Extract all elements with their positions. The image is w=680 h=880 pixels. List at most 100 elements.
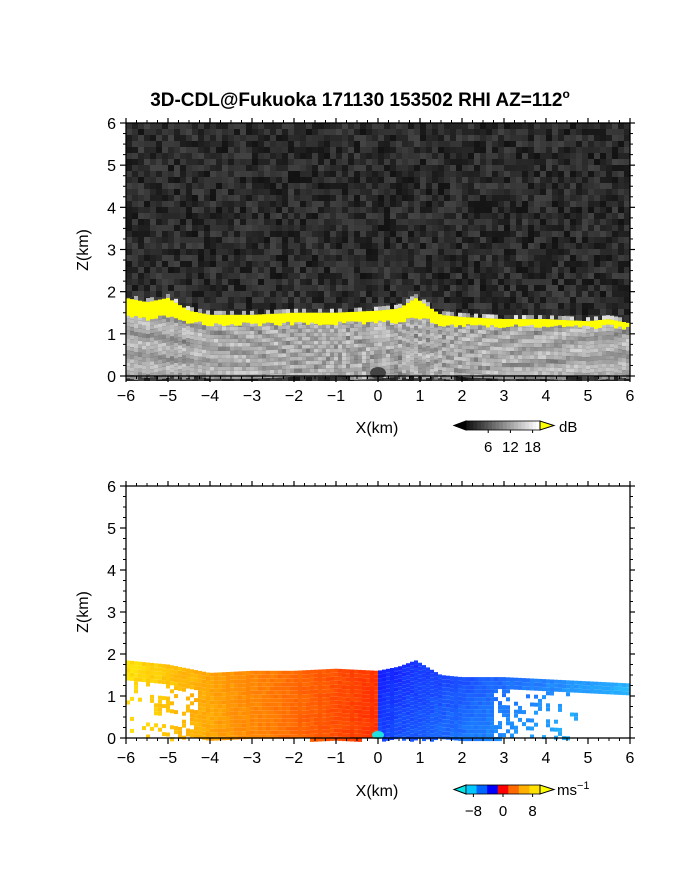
reflectivity-cell — [202, 361, 206, 366]
noise-cell — [342, 273, 348, 279]
noise-cell — [438, 237, 444, 243]
noise-cell — [324, 129, 330, 135]
noise-cell — [396, 189, 402, 195]
reflectivity-cell — [282, 353, 286, 358]
noise-cell — [420, 285, 426, 291]
reflectivity-cell — [130, 327, 134, 332]
noise-cell — [390, 279, 396, 285]
noise-cell — [432, 183, 438, 189]
noise-cell — [612, 279, 618, 285]
noise-cell — [474, 273, 480, 279]
noise-cell — [318, 171, 324, 177]
noise-cell — [468, 201, 474, 207]
noise-cell — [444, 147, 450, 153]
reflectivity-cell — [334, 372, 338, 377]
reflectivity-cell — [274, 341, 278, 346]
reflectivity-cell — [258, 342, 262, 347]
noise-cell — [468, 297, 474, 303]
noise-cell — [618, 207, 624, 213]
reflectivity-cell — [346, 320, 350, 325]
reflectivity-cell — [290, 368, 294, 373]
reflectivity-cell — [198, 356, 202, 361]
noise-cell — [234, 201, 240, 207]
reflectivity-cell — [246, 354, 250, 359]
noise-cell — [588, 141, 594, 147]
noise-cell — [174, 255, 180, 261]
noise-cell — [246, 219, 252, 225]
chart-title: 3D-CDL@Fukuoka 171130 153502 RHI AZ=112o — [150, 87, 570, 111]
noise-cell — [582, 213, 588, 219]
noise-cell — [174, 183, 180, 189]
noise-cell — [354, 147, 360, 153]
reflectivity-cell — [314, 336, 318, 341]
noise-cell — [252, 207, 258, 213]
noise-cell — [168, 129, 174, 135]
noise-cell — [534, 153, 540, 159]
noise-cell — [474, 267, 480, 273]
noise-cell — [366, 177, 372, 183]
noise-cell — [126, 189, 132, 195]
noise-cell — [444, 285, 450, 291]
noise-cell — [144, 129, 150, 135]
noise-cell — [576, 243, 582, 249]
reflectivity-cell — [286, 325, 290, 330]
noise-cell — [228, 249, 234, 255]
noise-cell — [270, 219, 276, 225]
noise-cell — [552, 261, 558, 267]
noise-cell — [522, 129, 528, 135]
reflectivity-cell — [130, 339, 134, 344]
noise-cell — [618, 159, 624, 165]
noise-cell — [576, 297, 582, 303]
noise-cell — [162, 249, 168, 255]
reflectivity-cell — [214, 354, 218, 359]
reflectivity-cell — [422, 331, 426, 336]
noise-cell — [222, 297, 228, 303]
noise-cell — [366, 267, 372, 273]
reflectivity-cell — [354, 359, 358, 364]
noise-cell — [558, 279, 564, 285]
noise-cell — [282, 141, 288, 147]
reflectivity-cell — [390, 337, 394, 342]
noise-cell — [468, 279, 474, 285]
noise-cell — [504, 147, 510, 153]
noise-cell — [126, 129, 132, 135]
noise-cell — [258, 123, 264, 129]
reflectivity-cell — [278, 349, 282, 354]
noise-cell — [228, 303, 234, 309]
reflectivity-cell — [158, 327, 162, 332]
noise-cell — [612, 285, 618, 291]
noise-cell — [474, 141, 480, 147]
noise-cell — [522, 243, 528, 249]
noise-cell — [486, 273, 492, 279]
noise-cell — [540, 225, 546, 231]
noise-cell — [474, 171, 480, 177]
noise-cell — [552, 165, 558, 171]
reflectivity-cell — [230, 326, 234, 331]
noise-cell — [552, 219, 558, 225]
reflectivity-cell — [238, 358, 242, 363]
noise-cell — [552, 225, 558, 231]
noise-cell — [384, 213, 390, 219]
reflectivity-cell — [242, 374, 246, 379]
noise-cell — [462, 171, 468, 177]
noise-cell — [462, 273, 468, 279]
reflectivity-cell — [166, 345, 170, 350]
noise-cell — [192, 237, 198, 243]
noise-cell — [246, 279, 252, 285]
noise-cell — [264, 135, 270, 141]
noise-cell — [168, 195, 174, 201]
noise-cell — [402, 225, 408, 231]
noise-cell — [516, 285, 522, 291]
noise-cell — [408, 147, 414, 153]
noise-cell — [300, 243, 306, 249]
noise-cell — [558, 207, 564, 213]
noise-cell — [330, 297, 336, 303]
noise-cell — [378, 189, 384, 195]
noise-cell — [570, 207, 576, 213]
noise-cell — [348, 261, 354, 267]
noise-cell — [324, 297, 330, 303]
noise-cell — [624, 165, 630, 171]
noise-cell — [414, 279, 420, 285]
noise-cell — [234, 153, 240, 159]
reflectivity-cell — [422, 319, 426, 324]
